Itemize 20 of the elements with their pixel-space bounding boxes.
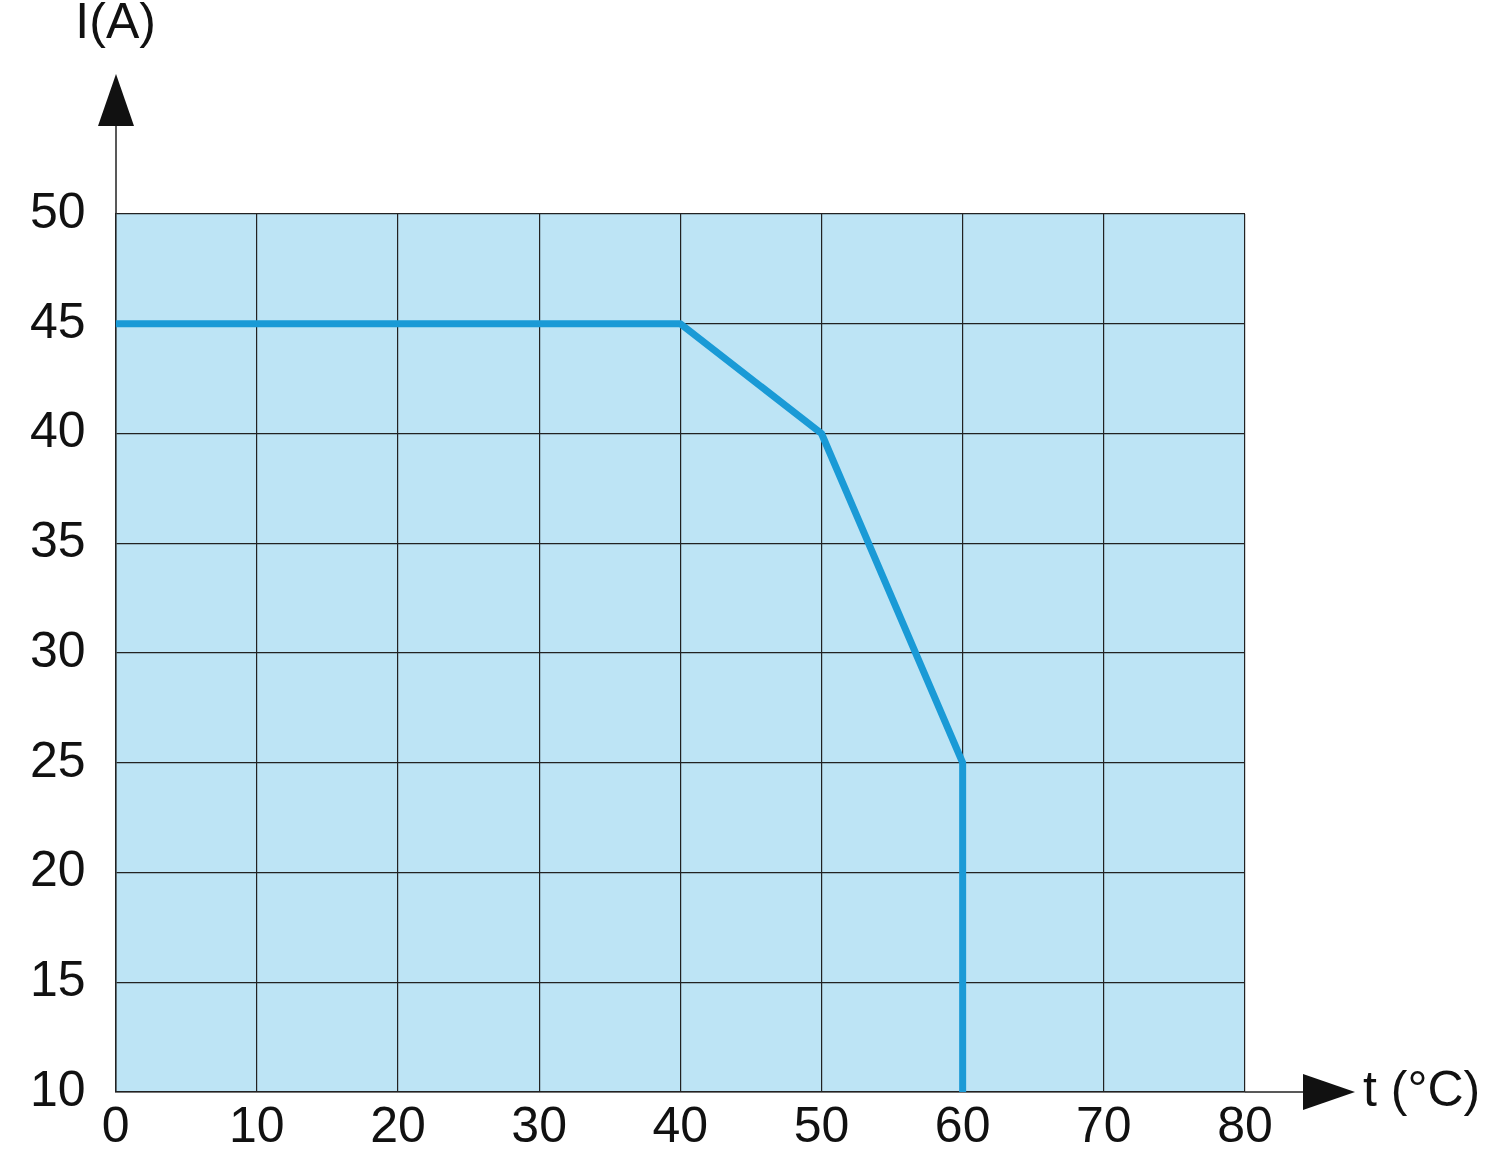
x-tick-label: 10 <box>228 1096 285 1153</box>
x-axis-title: t (°C) <box>1363 1060 1481 1117</box>
x-tick-label: 0 <box>101 1096 130 1153</box>
y-tick-label: 30 <box>29 621 86 678</box>
x-tick-label: 50 <box>793 1096 850 1153</box>
y-axis-title: I(A) <box>75 0 156 49</box>
y-tick-label: 50 <box>29 182 86 239</box>
y-tick-label: 25 <box>29 731 86 788</box>
y-tick-label: 15 <box>29 951 86 1008</box>
x-tick-label: 20 <box>370 1096 426 1153</box>
x-tick-label: 60 <box>934 1096 991 1153</box>
y-tick-label: 35 <box>29 512 86 569</box>
x-tick-label: 70 <box>1076 1096 1132 1153</box>
x-tick-label: 80 <box>1217 1096 1273 1153</box>
y-tick-label: 20 <box>29 841 86 898</box>
x-tick-label: 30 <box>511 1096 567 1153</box>
y-tick-label: 45 <box>29 292 86 349</box>
y-tick-label: 10 <box>29 1060 86 1117</box>
x-tick-label: 40 <box>652 1096 709 1153</box>
y-tick-label: 40 <box>29 402 86 459</box>
